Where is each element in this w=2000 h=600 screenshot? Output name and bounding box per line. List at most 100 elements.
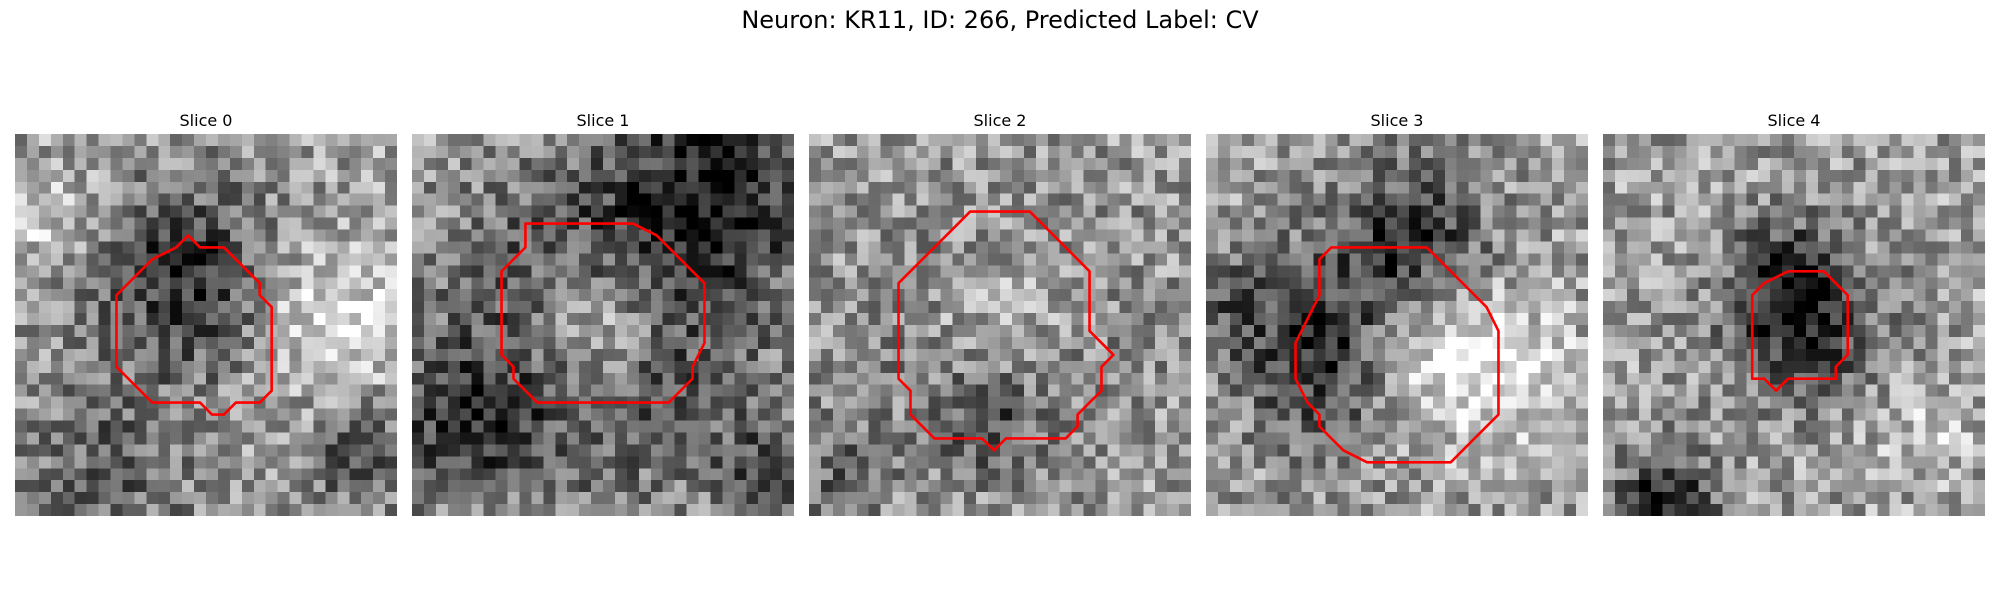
pixel: [758, 181, 771, 194]
pixel: [1337, 253, 1350, 266]
pixel: [1650, 384, 1663, 397]
pixel: [1925, 193, 1938, 206]
pixel: [1071, 241, 1084, 254]
pixel: [626, 229, 640, 242]
pixel: [1071, 289, 1084, 302]
pixel: [1432, 193, 1445, 206]
pixel: [952, 384, 965, 397]
pixel: [1794, 420, 1807, 433]
pixel: [1638, 289, 1651, 302]
pixel: [217, 205, 231, 218]
pixel: [1650, 348, 1663, 362]
pixel: [182, 157, 195, 171]
pixel: [543, 289, 556, 302]
pixel: [1504, 205, 1517, 218]
pixel: [1277, 145, 1290, 159]
pixel: [543, 325, 556, 338]
pixel: [626, 336, 640, 350]
pixel: [1662, 289, 1675, 302]
pixel: [1805, 181, 1819, 194]
pixel: [301, 277, 314, 290]
pixel: [74, 217, 87, 230]
pixel: [361, 396, 374, 409]
pixel: [1107, 432, 1120, 445]
pixel: [1444, 241, 1457, 254]
pixel: [1349, 169, 1362, 182]
pixel: [1516, 504, 1529, 516]
pixel: [734, 348, 747, 362]
pixel: [1961, 277, 1974, 290]
pixel: [1385, 145, 1398, 159]
pixel: [1000, 229, 1013, 242]
pixel: [722, 229, 735, 242]
pixel: [62, 504, 75, 516]
pixel: [820, 265, 834, 278]
pixel: [1206, 384, 1219, 397]
pixel: [782, 348, 794, 362]
pixel: [1253, 372, 1266, 385]
pixel: [820, 336, 834, 350]
pixel: [1973, 169, 1985, 182]
pixel: [507, 193, 520, 206]
pixel: [1564, 336, 1577, 350]
pixel: [1734, 444, 1747, 457]
pixel: [674, 396, 687, 409]
pixel: [412, 444, 425, 457]
pixel: [1770, 360, 1783, 373]
pixel: [1035, 205, 1048, 218]
pixel: [62, 444, 75, 457]
pixel: [543, 492, 556, 505]
pixel: [662, 432, 675, 445]
pixel: [459, 408, 472, 421]
pixel: [1217, 265, 1231, 278]
pixel: [880, 360, 893, 373]
pixel: [1805, 253, 1819, 266]
pixel: [1710, 360, 1723, 373]
pixel: [770, 157, 783, 171]
pixel: [650, 348, 663, 362]
pixel: [15, 480, 28, 493]
pixel: [832, 169, 846, 182]
pixel: [385, 384, 397, 397]
pixel: [1698, 229, 1711, 242]
pixel: [1722, 169, 1735, 182]
pixel: [471, 360, 484, 373]
pixel: [1686, 157, 1699, 171]
pixel: [1710, 181, 1723, 194]
pixel: [710, 384, 723, 397]
pixel: [1131, 480, 1144, 493]
roi-contour: [500, 222, 706, 404]
pixel: [1432, 169, 1445, 182]
pixel: [349, 134, 362, 147]
pixel: [1564, 432, 1577, 445]
pixel: [1480, 492, 1493, 505]
pixel: [809, 265, 822, 278]
pixel: [289, 348, 302, 362]
pixel: [26, 456, 40, 469]
pixel: [507, 181, 520, 194]
pixel: [110, 217, 123, 230]
pixel: [1829, 301, 1842, 314]
pixel: [904, 468, 917, 481]
pixel: [543, 193, 556, 206]
pixel: [74, 408, 87, 421]
pixel: [1313, 229, 1326, 242]
pixel: [495, 169, 508, 182]
pixel: [74, 241, 87, 254]
pixel: [1217, 277, 1231, 290]
pixel: [1000, 468, 1013, 481]
pixel: [1841, 420, 1854, 433]
pixel: [1758, 181, 1771, 194]
pixel: [1516, 420, 1529, 433]
pixel: [1432, 277, 1445, 290]
pixel: [1035, 169, 1048, 182]
pixel: [1734, 456, 1747, 469]
pixel: [758, 504, 771, 516]
pixel: [1770, 348, 1783, 362]
pixel: [253, 193, 266, 206]
pixel: [1179, 372, 1191, 385]
pixel: [650, 408, 663, 421]
pixel: [710, 229, 723, 242]
pixel: [1107, 504, 1120, 516]
pixel: [1241, 157, 1254, 171]
